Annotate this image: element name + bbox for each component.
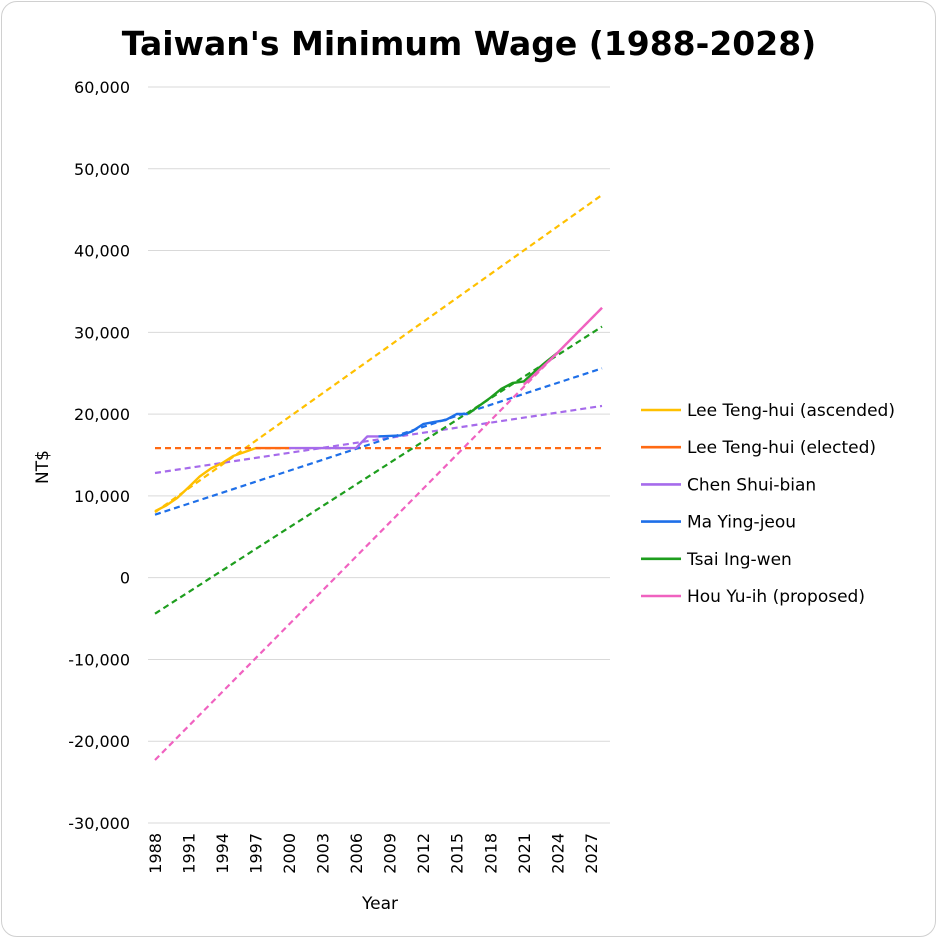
trend-line [154,307,603,761]
y-tick-label: -20,000 [68,732,130,751]
legend-label: Lee Teng-hui (ascended) [687,401,895,421]
legend-label: Lee Teng-hui (elected) [687,438,876,458]
x-tick-label: 2024 [548,833,567,874]
y-tick-label: 60,000 [74,78,130,97]
gridlines [148,86,610,824]
x-tick-label: 2018 [481,833,500,874]
y-tick-label: -30,000 [68,814,130,833]
trend-line [154,325,603,615]
series-line [289,435,379,450]
series-line [378,412,468,438]
x-tick-label: 2021 [515,833,534,874]
y-tick-label: 40,000 [74,242,130,261]
trend-line [154,367,603,516]
x-tick-label: 2012 [414,833,433,874]
series-lines [154,306,603,513]
x-tick-label: 2003 [314,833,333,874]
legend-label: Ma Ying-jeou [687,513,796,533]
x-axis-label: Year [361,894,398,914]
legend-label: Chen Shui-bian [687,475,816,495]
series-line [522,306,603,386]
x-axis-ticks: 1988 1991 1994 1997 2000 2003 2006 2009 2012 2015… [146,833,601,874]
y-axis-label: NT$ [33,450,53,484]
legend: Lee Teng-hui (ascended) Lee Teng-hui (ele… [641,401,895,607]
x-tick-label: 1994 [213,833,232,874]
x-tick-label: 2015 [448,833,467,874]
chart-title: Taiwan's Minimum Wage (1988-2028) [122,24,817,63]
x-tick-label: 2000 [280,833,299,874]
y-tick-label: -10,000 [68,650,130,669]
y-axis-ticks: 60,000 50,000 40,000 30,000 20,000 10,000 0 -10… [68,78,130,833]
y-tick-label: 50,000 [74,160,130,179]
y-tick-label: 10,000 [74,487,130,506]
x-tick-label: 2009 [381,833,400,874]
y-tick-label: 30,000 [74,323,130,342]
y-tick-label: 0 [120,569,130,588]
trend-line [154,404,603,475]
x-tick-label: 1991 [180,833,199,874]
y-tick-label: 20,000 [74,405,130,424]
trend-lines [154,194,603,761]
x-tick-label: 1988 [146,833,165,874]
x-tick-label: 1997 [247,833,266,874]
trend-line [154,194,603,514]
series-line [467,352,559,415]
legend-label: Tsai Ing-wen [686,550,792,570]
x-tick-label: 2027 [582,833,601,874]
x-tick-label: 2006 [347,833,366,874]
legend-label: Hou Yu-ih (proposed) [687,587,865,607]
series-line [154,446,257,513]
